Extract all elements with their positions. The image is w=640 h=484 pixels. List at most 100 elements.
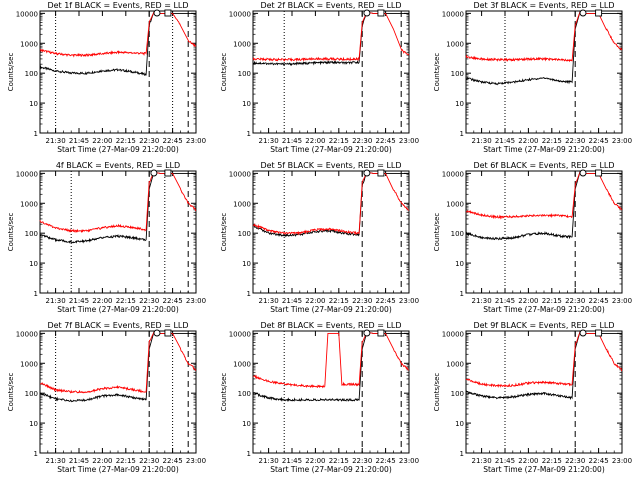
plot-panel-9: Det 9f BLACK = Events, RED = LLD 1 10 100 10…	[433, 321, 632, 474]
x-tick-label: 22:00	[92, 137, 112, 145]
x-tick-label: 22:15	[542, 457, 562, 465]
y-tick-label: 1000	[20, 200, 38, 208]
x-tick-label: 21:30	[259, 297, 279, 305]
y-tick-label: 1	[460, 130, 464, 138]
x-tick-label: 21:30	[46, 457, 66, 465]
x-tick-label: 22:45	[163, 297, 183, 305]
y-axis-label: Counts/sec	[433, 53, 441, 92]
y-tick-label: 1	[460, 290, 464, 298]
series-line-lld	[465, 171, 623, 220]
x-tick-label: 22:45	[376, 457, 396, 465]
x-tick-label: 21:30	[259, 457, 279, 465]
y-tick-label: 1	[247, 130, 251, 138]
saturation-circle-marker	[579, 329, 587, 337]
x-tick-label: 22:45	[163, 457, 183, 465]
x-tick-label: 21:30	[46, 297, 66, 305]
saturation-square-marker	[377, 329, 385, 337]
panel-title: Det 2f BLACK = Events, RED = LLD	[260, 1, 401, 10]
x-axis-label: Start Time (27-Mar-09 21:20:00)	[483, 305, 605, 314]
saturation-square-marker	[595, 329, 603, 337]
y-tick-label: 1000	[446, 200, 464, 208]
plot-panel-8: Det 8f BLACK = Events, RED = LLD 1 10 100 10…	[220, 321, 419, 474]
panel-title: Det 5f BLACK = Events, RED = LLD	[260, 161, 401, 170]
saturation-circle-marker	[153, 9, 161, 17]
plot-frame	[465, 170, 623, 294]
x-tick-label: 22:30	[139, 457, 159, 465]
plot-panel-2: Det 2f BLACK = Events, RED = LLD 1 10 100 10…	[220, 1, 419, 154]
saturation-circle-marker	[363, 329, 371, 337]
y-tick-label: 1000	[20, 360, 38, 368]
x-tick-label: 23:00	[612, 137, 632, 145]
x-tick-label: 22:15	[116, 457, 136, 465]
panel-title: Det 6f BLACK = Events, RED = LLD	[473, 161, 614, 170]
y-tick-label: 10	[455, 100, 464, 108]
series-line-lld	[39, 11, 197, 58]
x-tick-label: 21:45	[495, 137, 515, 145]
y-tick-label: 1000	[20, 40, 38, 48]
y-tick-label: 1000	[233, 200, 251, 208]
x-tick-label: 23:00	[399, 457, 419, 465]
x-tick-label: 23:00	[399, 137, 419, 145]
saturation-circle-marker	[579, 169, 587, 177]
x-tick-label: 21:45	[282, 297, 302, 305]
x-tick-label: 22:45	[589, 457, 609, 465]
saturation-square-marker	[595, 169, 603, 177]
y-tick-label: 1	[247, 290, 251, 298]
y-tick-label: 10	[455, 260, 464, 268]
x-tick-label: 22:00	[518, 297, 538, 305]
plot-frame	[252, 10, 410, 134]
y-axis-label: Counts/sec	[220, 373, 228, 412]
plot-panel-1: Det 1f BLACK = Events, RED = LLD 1 10 100 10…	[7, 1, 206, 154]
series-line-lld	[39, 171, 197, 233]
plot-panel-5: Det 5f BLACK = Events, RED = LLD 1 10 100 10…	[220, 161, 419, 314]
y-tick-label: 1000	[446, 360, 464, 368]
plot-panel-3: Det 3f BLACK = Events, RED = LLD 1 10 100 10…	[433, 1, 632, 154]
saturation-square-marker	[595, 9, 603, 17]
x-tick-label: 22:30	[352, 137, 372, 145]
y-tick-label: 10000	[229, 10, 251, 18]
saturation-circle-marker	[579, 9, 587, 17]
y-tick-label: 100	[451, 230, 464, 238]
x-tick-label: 23:00	[186, 137, 206, 145]
x-tick-label: 22:30	[565, 137, 585, 145]
x-tick-label: 22:00	[518, 137, 538, 145]
y-tick-label: 10	[242, 100, 251, 108]
plot-frame	[39, 170, 197, 294]
x-tick-label: 21:45	[69, 297, 89, 305]
saturation-square-marker	[377, 169, 385, 177]
saturation-circle-marker	[363, 9, 371, 17]
x-tick-label: 21:30	[46, 137, 66, 145]
x-tick-label: 22:45	[376, 137, 396, 145]
series-line-lld	[252, 171, 410, 236]
series-line-lld	[252, 11, 410, 62]
x-tick-label: 21:30	[472, 457, 492, 465]
panel-title: Det 8f BLACK = Events, RED = LLD	[260, 321, 401, 330]
x-axis-label: Start Time (27-Mar-09 21:20:00)	[57, 305, 179, 314]
x-axis-label: Start Time (27-Mar-09 21:20:00)	[483, 465, 605, 474]
x-axis-label: Start Time (27-Mar-09 21:20:00)	[57, 145, 179, 154]
x-tick-label: 22:15	[329, 137, 349, 145]
series-line-lld	[465, 331, 623, 388]
y-tick-label: 10	[455, 420, 464, 428]
y-axis-label: Counts/sec	[433, 373, 441, 412]
y-tick-label: 10000	[442, 330, 464, 338]
panel-title: 4f BLACK = Events, RED = LLD	[56, 161, 180, 170]
x-tick-label: 23:00	[186, 457, 206, 465]
plot-panel-7: Det 7f BLACK = Events, RED = LLD 1 10 100 10…	[7, 321, 206, 474]
y-tick-label: 1	[34, 130, 38, 138]
x-tick-label: 22:15	[542, 137, 562, 145]
y-axis-label: Counts/sec	[7, 373, 15, 412]
y-tick-label: 1000	[446, 40, 464, 48]
x-tick-label: 22:15	[116, 297, 136, 305]
x-tick-label: 22:30	[565, 457, 585, 465]
y-tick-label: 10	[242, 260, 251, 268]
x-tick-label: 22:15	[542, 297, 562, 305]
y-tick-label: 10	[242, 420, 251, 428]
x-tick-label: 22:45	[376, 297, 396, 305]
x-tick-label: 22:45	[163, 137, 183, 145]
x-tick-label: 22:45	[589, 137, 609, 145]
y-tick-label: 100	[451, 390, 464, 398]
x-tick-label: 22:00	[92, 457, 112, 465]
